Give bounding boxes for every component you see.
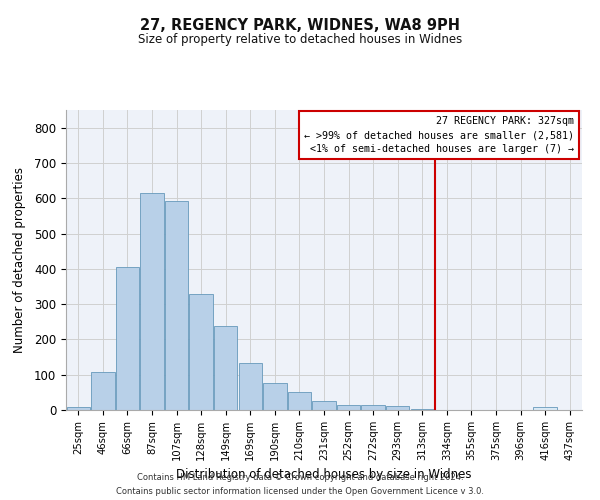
Bar: [263, 383, 287, 410]
Text: Size of property relative to detached houses in Widnes: Size of property relative to detached ho…: [138, 32, 462, 46]
Text: 27 REGENCY PARK: 327sqm
← >99% of detached houses are smaller (2,581)
<1% of sem: 27 REGENCY PARK: 327sqm ← >99% of detach…: [304, 116, 574, 154]
Bar: [337, 406, 360, 410]
Bar: [239, 363, 262, 410]
Bar: [386, 406, 409, 410]
Bar: [288, 392, 311, 410]
Bar: [116, 268, 139, 410]
Bar: [91, 372, 115, 410]
Bar: [361, 404, 385, 410]
Bar: [533, 407, 557, 410]
Y-axis label: Number of detached properties: Number of detached properties: [13, 167, 26, 353]
Bar: [140, 194, 164, 410]
Bar: [214, 326, 238, 410]
Bar: [165, 201, 188, 410]
Text: Contains HM Land Registry data © Crown copyright and database right 2024.: Contains HM Land Registry data © Crown c…: [137, 473, 463, 482]
Bar: [313, 401, 335, 410]
Text: 27, REGENCY PARK, WIDNES, WA8 9PH: 27, REGENCY PARK, WIDNES, WA8 9PH: [140, 18, 460, 32]
Bar: [190, 294, 213, 410]
Bar: [67, 407, 90, 410]
X-axis label: Distribution of detached houses by size in Widnes: Distribution of detached houses by size …: [176, 468, 472, 481]
Text: Contains public sector information licensed under the Open Government Licence v : Contains public sector information licen…: [116, 486, 484, 496]
